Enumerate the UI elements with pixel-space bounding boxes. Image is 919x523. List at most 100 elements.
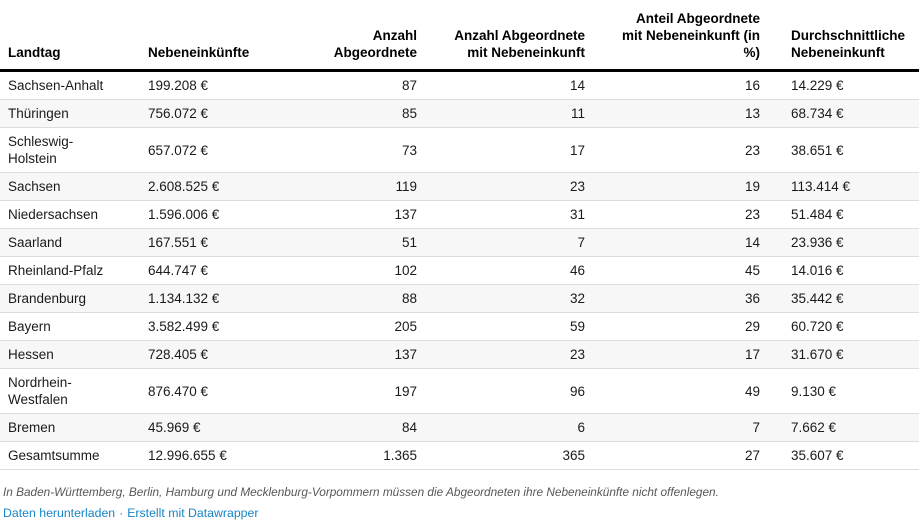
value-cell: 119 xyxy=(270,172,420,201)
column-header: Anzahl Abgeordnete mit Nebeneinkunft xyxy=(420,0,588,72)
value-cell: 1.365 xyxy=(270,441,420,470)
value-cell: 16 xyxy=(588,70,763,100)
value-cell: 7 xyxy=(420,228,588,257)
download-data-link[interactable]: Daten herunterladen xyxy=(3,506,116,520)
data-table: Landtag Nebeneinkünfte Anzahl Abgeordnete A… xyxy=(0,0,919,470)
value-cell: 657.072 € xyxy=(140,127,270,173)
value-cell: 23 xyxy=(420,172,588,201)
table-row: Hessen 728.405 €137 23 17 31.670 € xyxy=(0,340,919,369)
table-row: Brandenburg 1.134.132 €88 32 36 35.442 € xyxy=(0,284,919,313)
landtag-cell: Sachsen-Anhalt xyxy=(0,70,140,100)
column-header: Anzahl Abgeordnete xyxy=(270,0,420,72)
table-row: Gesamtsumme 12.996.655 €1.365 365 27 35.607 … xyxy=(0,441,919,470)
value-cell: 137 xyxy=(270,340,420,369)
value-cell: 644.747 € xyxy=(140,256,270,285)
table-row: Bremen 45.969 €84 6 7 7.662 € xyxy=(0,413,919,442)
value-cell: 11 xyxy=(420,99,588,128)
value-cell: 23 xyxy=(588,127,763,173)
value-cell: 137 xyxy=(270,200,420,229)
table-row: Rheinland-Pfalz 644.747 €102 46 45 14.016 € xyxy=(0,256,919,285)
value-cell: 32 xyxy=(420,284,588,313)
value-cell: 29 xyxy=(588,312,763,341)
value-cell: 3.582.499 € xyxy=(140,312,270,341)
value-cell: 756.072 € xyxy=(140,99,270,128)
value-cell: 113.414 € xyxy=(763,172,919,201)
value-cell: 167.551 € xyxy=(140,228,270,257)
table-row: Niedersachsen 1.596.006 €137 31 23 51.484 € xyxy=(0,200,919,229)
value-cell: 23.936 € xyxy=(763,228,919,257)
value-cell: 12.996.655 € xyxy=(140,441,270,470)
landtag-cell: Brandenburg xyxy=(0,284,140,313)
table-row: Sachsen 2.608.525 €119 23 19 113.414 € xyxy=(0,172,919,201)
header-row: Landtag Nebeneinkünfte Anzahl Abgeordnete A… xyxy=(0,0,919,72)
value-cell: 13 xyxy=(588,99,763,128)
value-cell: 876.470 € xyxy=(140,368,270,414)
landtag-cell: Hessen xyxy=(0,340,140,369)
footer-links: Daten herunterladen · Erstellt mit Datawra… xyxy=(3,506,919,521)
value-cell: 46 xyxy=(420,256,588,285)
value-cell: 14 xyxy=(420,70,588,100)
column-header: Landtag xyxy=(0,0,140,72)
value-cell: 14.229 € xyxy=(763,70,919,100)
value-cell: 36 xyxy=(588,284,763,313)
landtag-cell: Rheinland-Pfalz xyxy=(0,256,140,285)
value-cell: 85 xyxy=(270,99,420,128)
value-cell: 59 xyxy=(420,312,588,341)
table-row: Thüringen 756.072 €85 11 13 68.734 € xyxy=(0,99,919,128)
column-header: Durchschnittliche Nebeneinkunft xyxy=(763,0,919,72)
value-cell: 49 xyxy=(588,368,763,414)
value-cell: 17 xyxy=(420,127,588,173)
value-cell: 87 xyxy=(270,70,420,100)
table-row: Saarland 167.551 €51 7 14 23.936 € xyxy=(0,228,919,257)
value-cell: 102 xyxy=(270,256,420,285)
value-cell: 45 xyxy=(588,256,763,285)
column-header: Anteil Abgeordnete mit Nebeneinkunft (in… xyxy=(588,0,763,72)
table-row: Schleswig-Holstein 657.072 €73 17 23 38.651 … xyxy=(0,127,919,173)
value-cell: 96 xyxy=(420,368,588,414)
landtag-cell: Bayern xyxy=(0,312,140,341)
value-cell: 6 xyxy=(420,413,588,442)
landtag-cell: Schleswig-Holstein xyxy=(0,127,140,173)
value-cell: 199.208 € xyxy=(140,70,270,100)
table-row: Sachsen-Anhalt 199.208 €87 14 16 14.229 € xyxy=(0,70,919,100)
value-cell: 7 xyxy=(588,413,763,442)
value-cell: 17 xyxy=(588,340,763,369)
landtag-cell: Saarland xyxy=(0,228,140,257)
landtag-cell: Bremen xyxy=(0,413,140,442)
landtag-cell: Niedersachsen xyxy=(0,200,140,229)
value-cell: 14.016 € xyxy=(763,256,919,285)
table-footer: In Baden-Württemberg, Berlin, Hamburg un… xyxy=(0,470,919,521)
value-cell: 1.596.006 € xyxy=(140,200,270,229)
value-cell: 27 xyxy=(588,441,763,470)
value-cell: 7.662 € xyxy=(763,413,919,442)
value-cell: 9.130 € xyxy=(763,368,919,414)
value-cell: 14 xyxy=(588,228,763,257)
value-cell: 88 xyxy=(270,284,420,313)
created-with-datawrapper-link[interactable]: Erstellt mit Datawrapper xyxy=(127,506,259,520)
landtag-cell: Sachsen xyxy=(0,172,140,201)
value-cell: 23 xyxy=(588,200,763,229)
landtag-cell: Thüringen xyxy=(0,99,140,128)
value-cell: 35.607 € xyxy=(763,441,919,470)
value-cell: 73 xyxy=(270,127,420,173)
value-cell: 60.720 € xyxy=(763,312,919,341)
table-row: Nordrhein-Westfalen 876.470 €197 96 49 9.130… xyxy=(0,368,919,414)
landtag-cell: Nordrhein-Westfalen xyxy=(0,368,140,414)
value-cell: 51.484 € xyxy=(763,200,919,229)
value-cell: 84 xyxy=(270,413,420,442)
value-cell: 19 xyxy=(588,172,763,201)
footnote: In Baden-Württemberg, Berlin, Hamburg un… xyxy=(3,485,719,499)
value-cell: 2.608.525 € xyxy=(140,172,270,201)
link-separator: · xyxy=(119,506,124,520)
table-body: Sachsen-Anhalt 199.208 €87 14 16 14.229 € Thü… xyxy=(0,70,919,470)
value-cell: 197 xyxy=(270,368,420,414)
value-cell: 728.405 € xyxy=(140,340,270,369)
value-cell: 45.969 € xyxy=(140,413,270,442)
value-cell: 31 xyxy=(420,200,588,229)
value-cell: 1.134.132 € xyxy=(140,284,270,313)
value-cell: 35.442 € xyxy=(763,284,919,313)
table-row: Bayern 3.582.499 €205 59 29 60.720 € xyxy=(0,312,919,341)
value-cell: 51 xyxy=(270,228,420,257)
value-cell: 38.651 € xyxy=(763,127,919,173)
